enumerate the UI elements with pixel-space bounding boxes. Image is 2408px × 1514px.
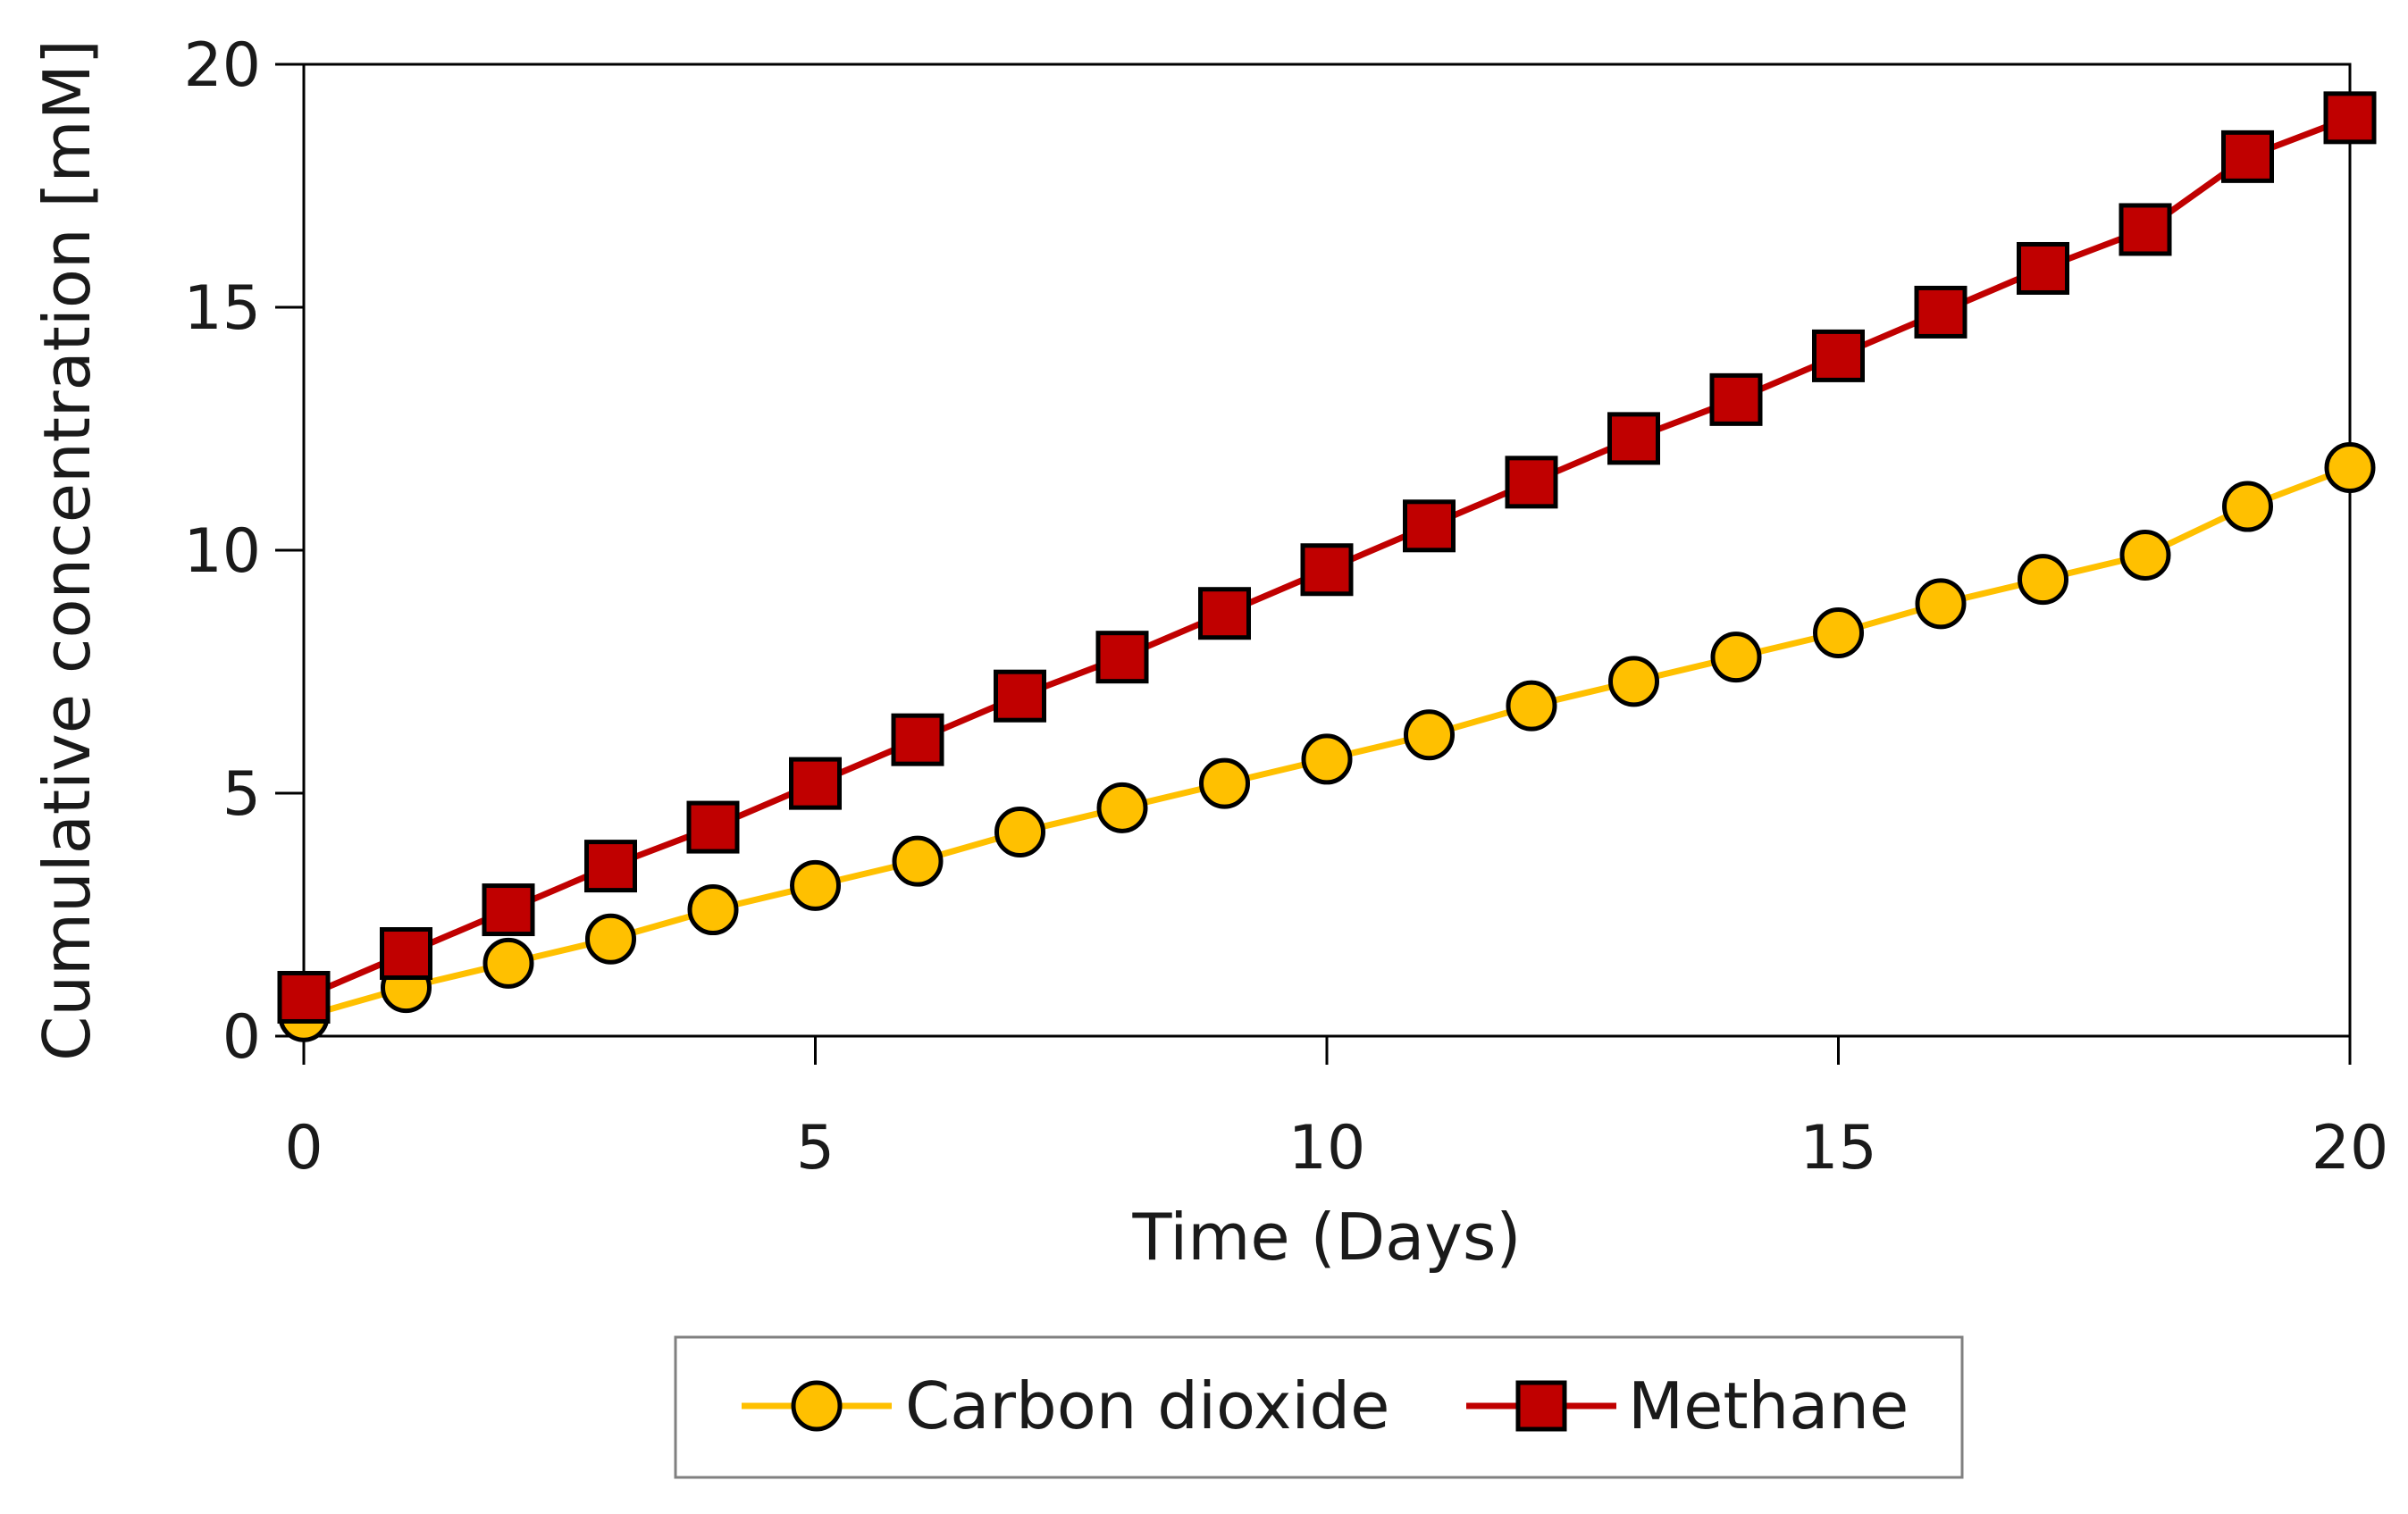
data-point-carbon-dioxide <box>1608 656 1659 707</box>
data-point-carbon-dioxide <box>1301 733 1353 785</box>
legend-marker-carbon-dioxide <box>791 1380 843 1432</box>
data-point-carbon-dioxide <box>892 835 944 887</box>
data-point-methane <box>686 800 740 854</box>
legend-marker-methane <box>1515 1380 1567 1432</box>
data-point-methane <box>1914 285 1968 339</box>
data-point-carbon-dioxide <box>790 859 841 911</box>
legend-label-methane: Methane <box>1628 1368 1909 1443</box>
data-point-methane <box>277 970 331 1024</box>
data-point-methane <box>1812 329 1865 382</box>
data-point-carbon-dioxide <box>482 937 534 989</box>
data-point-carbon-dioxide <box>2222 481 2273 532</box>
data-point-methane <box>1198 587 1251 640</box>
legend-label-carbon-dioxide: Carbon dioxide <box>905 1368 1389 1443</box>
data-point-methane <box>2221 130 2274 183</box>
data-point-carbon-dioxide <box>994 807 1045 858</box>
data-series <box>277 91 2377 1042</box>
data-point-methane <box>891 713 944 766</box>
x-tick-label: 5 <box>796 1113 835 1184</box>
data-point-methane <box>789 757 842 810</box>
data-point-carbon-dioxide <box>687 884 739 936</box>
data-point-methane <box>2323 91 2377 145</box>
data-point-carbon-dioxide <box>1096 782 1148 833</box>
data-point-methane <box>1403 499 1456 553</box>
data-point-methane <box>994 669 1046 723</box>
data-point-methane <box>2119 203 2172 256</box>
series-carbon-dioxide <box>278 442 2376 1042</box>
x-axis-title: Time (Days) <box>1132 1200 1522 1275</box>
data-point-carbon-dioxide <box>1915 578 1967 630</box>
x-tick-label: 0 <box>284 1113 323 1184</box>
y-tick-label: 0 <box>222 1002 261 1073</box>
data-point-methane <box>482 883 535 937</box>
data-point-methane <box>1709 372 1763 426</box>
data-point-carbon-dioxide <box>2119 529 2171 581</box>
data-point-methane <box>1505 456 1558 509</box>
y-tick-label: 5 <box>222 759 261 830</box>
data-point-carbon-dioxide <box>2324 442 2376 494</box>
data-point-carbon-dioxide <box>585 913 636 965</box>
series-methane <box>277 91 2377 1024</box>
data-point-methane <box>1300 543 1354 597</box>
data-point-carbon-dioxide <box>2018 554 2068 606</box>
axis-ticks: 0 5 10 15 20 0 5 10 15 20 <box>183 30 2388 1184</box>
y-tick-label: 10 <box>183 516 261 587</box>
y-tick-label: 20 <box>183 30 261 101</box>
x-tick-label: 20 <box>2312 1113 2389 1184</box>
x-tick-label: 10 <box>1288 1113 1366 1184</box>
data-point-carbon-dioxide <box>1199 757 1250 809</box>
x-tick-label: 15 <box>1800 1113 1877 1184</box>
legend: Carbon dioxide Methane <box>674 1335 1964 1479</box>
data-point-carbon-dioxide <box>1404 709 1455 761</box>
y-axis-title: Cumulative concentration [mM] <box>29 39 105 1061</box>
data-point-methane <box>1607 412 1660 465</box>
data-point-methane <box>380 927 432 981</box>
data-point-methane <box>584 840 637 893</box>
y-tick-label: 15 <box>183 273 261 344</box>
data-point-carbon-dioxide <box>1506 680 1557 732</box>
data-point-methane <box>2017 241 2069 295</box>
data-point-methane <box>1095 631 1149 684</box>
data-point-carbon-dioxide <box>1813 606 1864 658</box>
data-point-carbon-dioxide <box>1710 632 1762 683</box>
